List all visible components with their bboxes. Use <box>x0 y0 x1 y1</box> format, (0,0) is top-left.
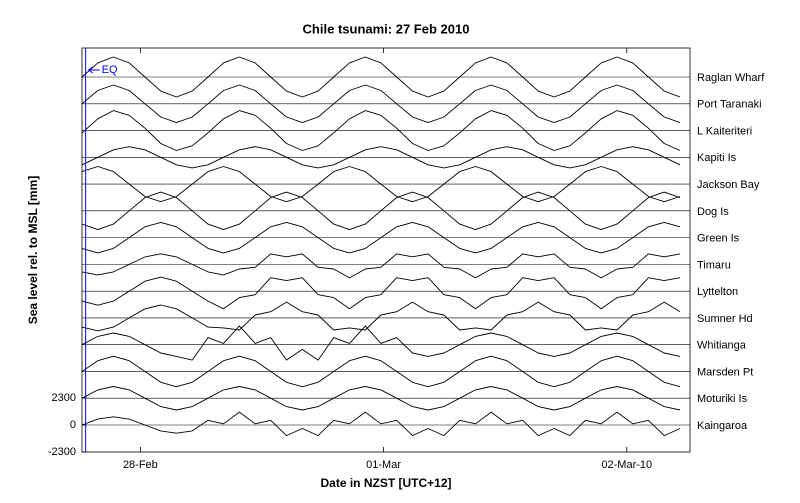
series-line <box>81 221 681 254</box>
series-label: Kapiti Is <box>697 152 737 164</box>
series-label: Moturiki Is <box>697 393 748 405</box>
series-label: Jackson Bay <box>697 179 760 191</box>
series-line <box>81 56 681 98</box>
event-arrow <box>87 66 100 74</box>
x-tick-label: 02-Mar-10 <box>601 459 652 471</box>
y-tick-label: 0 <box>70 419 76 431</box>
plot-frame <box>81 47 691 453</box>
series-label: Dog Is <box>697 206 729 218</box>
event-label: EQ <box>102 64 118 76</box>
series-label: L Kaiteriteri <box>697 125 752 137</box>
series-label: Timaru <box>697 259 731 271</box>
series-label: Kaingaroa <box>697 420 748 432</box>
x-tick-label: 28-Feb <box>123 459 158 471</box>
chart-title: Chile tsunami: 27 Feb 2010 <box>303 21 470 36</box>
series-label: Marsden Pt <box>697 366 753 378</box>
x-tick-label: 01-Mar <box>366 459 401 471</box>
series-label: Whitianga <box>697 340 747 352</box>
series-line <box>81 411 681 437</box>
y-tick-label: -2300 <box>48 446 76 458</box>
series-label: Lyttelton <box>697 286 738 298</box>
series-label: Sumner Hd <box>697 313 753 325</box>
series-label: Green Is <box>697 233 740 245</box>
series-line <box>81 325 681 361</box>
y-tick-label: 2300 <box>52 392 76 404</box>
series-line <box>81 355 681 388</box>
series-label: Port Taranaki <box>697 99 762 111</box>
series-line <box>81 146 681 169</box>
series-line <box>81 276 681 310</box>
series-line <box>81 166 681 203</box>
series-label: Raglan Wharf <box>697 72 765 84</box>
series-line <box>81 110 681 151</box>
series-line <box>81 253 681 279</box>
series-line <box>81 84 681 124</box>
series-line <box>81 191 681 231</box>
series-line <box>81 301 681 332</box>
series-line <box>81 386 681 411</box>
y-axis-label: Sea level rel. to MSL [mm] <box>26 176 40 325</box>
x-axis-label: Date in NZST [UTC+12] <box>320 476 451 490</box>
